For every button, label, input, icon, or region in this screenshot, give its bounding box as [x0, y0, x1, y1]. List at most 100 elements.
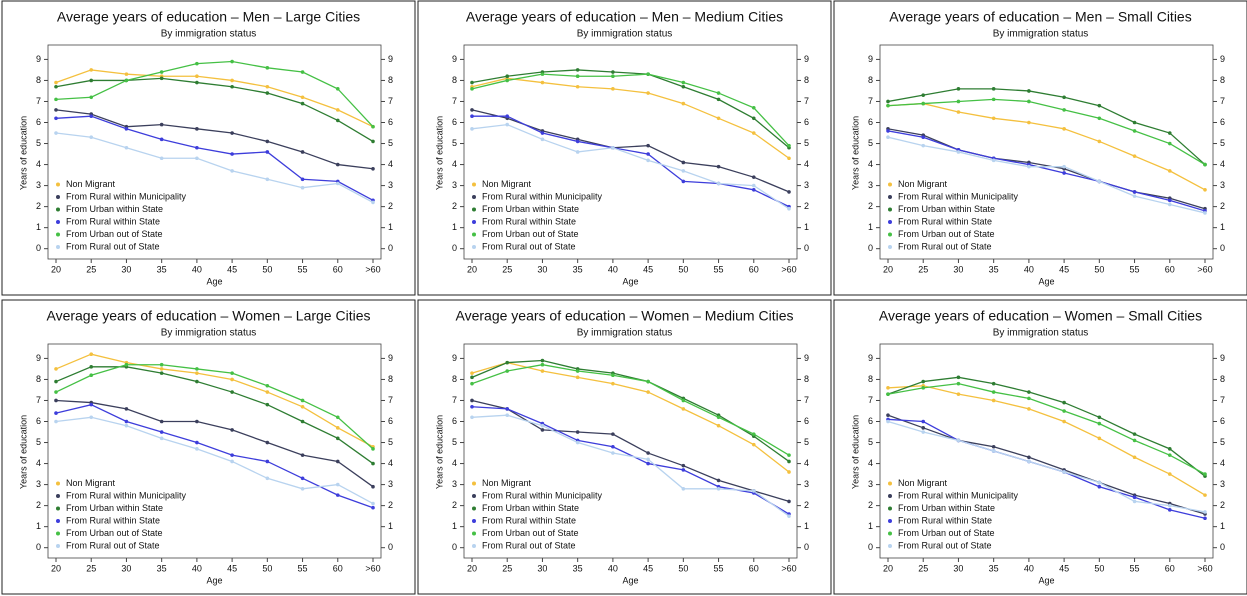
data-point: [540, 428, 545, 432]
y-tick-label: 6: [452, 416, 457, 426]
series-line: [887, 102, 1206, 191]
data-point: [575, 84, 580, 89]
data-point: [335, 415, 340, 420]
data-point: [230, 428, 234, 432]
plot-frame: [879, 343, 1214, 559]
series-line: [471, 73, 790, 147]
data-point: [230, 453, 234, 457]
chart-subtitle: By immigration status: [161, 328, 257, 339]
data-point: [1097, 139, 1102, 144]
legend-marker: [56, 481, 60, 486]
data-point: [1097, 436, 1102, 441]
data-point: [1132, 438, 1137, 443]
data-point: [716, 97, 721, 102]
data-point: [335, 87, 340, 91]
data-point: [505, 114, 510, 118]
data-point: [89, 352, 94, 357]
data-point: [716, 478, 721, 483]
data-point: [89, 95, 94, 100]
y-tick-label: 6: [452, 117, 457, 127]
y2-tick-label: 8: [1220, 75, 1225, 85]
data-point: [1062, 164, 1066, 169]
chart-title: Average years of education – Men – Mediu…: [466, 9, 783, 25]
data-point: [787, 206, 791, 211]
data-point: [124, 362, 129, 367]
legend-marker: [56, 544, 60, 548]
series-line: [887, 88, 1206, 166]
data-point: [921, 101, 926, 106]
data-point: [300, 487, 305, 491]
data-point: [1027, 407, 1031, 411]
x-tick-label: 25: [86, 563, 96, 573]
data-point: [89, 78, 94, 83]
y2-tick-label: 7: [1220, 96, 1225, 106]
data-point: [681, 160, 686, 165]
series-line: [887, 376, 1206, 477]
data-point: [956, 392, 961, 396]
data-point: [195, 371, 199, 375]
data-point: [575, 440, 580, 445]
data-point: [646, 390, 650, 394]
data-point: [470, 371, 474, 375]
y-axis-label: Years of education: [434, 116, 444, 190]
data-point: [921, 419, 926, 424]
x-tick-label: 50: [1094, 563, 1104, 573]
x-tick-label: >60: [365, 264, 380, 274]
y2-tick-label: 5: [1220, 138, 1225, 148]
x-tick-label: 45: [643, 563, 653, 573]
data-point: [195, 379, 199, 384]
y2-tick-label: 4: [1220, 458, 1225, 468]
legend-marker: [888, 182, 892, 187]
data-point: [470, 381, 474, 386]
legend-marker: [888, 506, 892, 511]
y2-tick-label: 3: [388, 479, 393, 489]
data-point: [230, 131, 234, 135]
y2-tick-label: 9: [388, 353, 393, 363]
y-tick-label: 8: [452, 75, 457, 85]
data-point: [787, 156, 791, 161]
legend-label: From Rural out of State: [66, 540, 160, 550]
data-point: [991, 398, 996, 403]
x-tick-label: 60: [749, 563, 759, 573]
y-tick-label: 2: [36, 500, 41, 510]
data-point: [716, 415, 721, 420]
data-point: [921, 143, 926, 148]
y-tick-label: 2: [36, 201, 41, 211]
data-point: [371, 166, 375, 171]
y-tick-label: 7: [36, 395, 41, 405]
legend-marker: [888, 531, 892, 536]
data-point: [300, 476, 305, 481]
x-tick-label: 45: [1059, 264, 1069, 274]
data-point: [159, 371, 164, 375]
data-point: [751, 489, 756, 493]
data-point: [124, 145, 129, 150]
data-point: [89, 365, 94, 369]
legend-label: From Rural within State: [898, 216, 992, 226]
data-point: [1132, 154, 1137, 158]
y2-tick-label: 3: [804, 479, 809, 489]
data-point: [89, 415, 94, 420]
data-point: [265, 91, 270, 95]
y-tick-label: 6: [36, 416, 41, 426]
x-tick-label: 55: [298, 563, 308, 573]
data-point: [956, 99, 961, 104]
series-line: [887, 420, 1206, 513]
series-line: [471, 414, 790, 517]
x-tick-label: 60: [1165, 264, 1175, 274]
y-axis-label: Years of education: [18, 116, 28, 190]
data-point: [505, 407, 510, 411]
y2-tick-label: 3: [1220, 180, 1225, 190]
y2-tick-label: 7: [1220, 395, 1225, 405]
x-tick-label: 40: [192, 563, 202, 573]
x-tick-label: 30: [953, 563, 963, 573]
data-point: [300, 185, 305, 190]
y-tick-label: 9: [868, 353, 873, 363]
y-axis-label: Years of education: [850, 415, 860, 489]
legend-label: From Rural within Municipality: [66, 191, 187, 201]
y2-tick-label: 0: [804, 542, 809, 552]
data-point: [1167, 202, 1172, 207]
legend-label: From Rural within Municipality: [898, 191, 1019, 201]
y2-tick-label: 0: [1220, 243, 1225, 253]
data-point: [505, 369, 510, 373]
